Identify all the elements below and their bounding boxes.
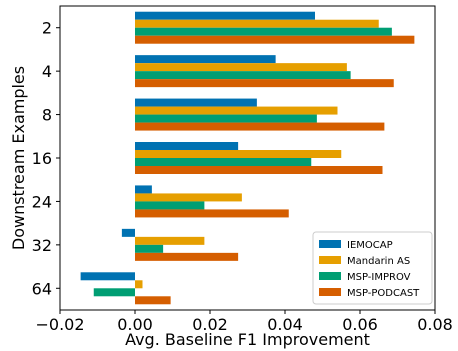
x-axis-ticks: −0.02 0.00 0.02 0.04 0.06 0.08 <box>35 310 453 334</box>
bar-iemocap-2 <box>135 11 315 20</box>
x-axis-label: Avg. Baseline F1 Improvement <box>125 330 370 349</box>
legend-box <box>312 231 433 305</box>
y-tick-label: 24 <box>32 192 52 211</box>
bar-msp-podcast-32 <box>135 252 239 261</box>
bar-msp-podcast-16 <box>135 166 383 174</box>
bar-msp-improv-2 <box>135 27 392 36</box>
x-tick-label: 0.02 <box>192 315 228 334</box>
legend-swatch <box>319 256 341 264</box>
bar-iemocap-16 <box>135 142 239 150</box>
bar-iemocap-4 <box>135 55 276 64</box>
x-tick-label: 0.00 <box>117 315 153 334</box>
bar-mandarin-as-24 <box>135 193 242 202</box>
bar-msp-podcast-24 <box>135 209 289 218</box>
bar-iemocap-8 <box>135 98 257 107</box>
y-axis-label: Downstream Examples <box>9 66 28 250</box>
bar-msp-podcast-2 <box>135 35 415 44</box>
bar-msp-podcast-8 <box>135 122 385 131</box>
legend-entry-label: MSP-PODCAST <box>347 288 420 299</box>
bar-msp-improv-16 <box>135 158 312 166</box>
x-tick-label: −0.02 <box>35 315 84 334</box>
bar-msp-improv-64 <box>93 288 135 297</box>
bar-msp-podcast-4 <box>135 79 394 88</box>
bar-msp-podcast-64 <box>135 296 171 305</box>
legend: IEMOCAP Mandarin AS MSP-IMPROV MSP-PODCAST <box>312 231 433 305</box>
x-tick-label: 0.08 <box>417 315 453 334</box>
legend-entry-label: MSP-IMPROV <box>347 272 411 283</box>
y-tick-label: 2 <box>42 19 52 38</box>
legend-swatch <box>319 240 341 248</box>
bar-mandarin-as-2 <box>135 19 379 28</box>
bar-mandarin-as-32 <box>135 236 205 245</box>
x-tick-label: 0.04 <box>267 315 303 334</box>
y-tick-label: 64 <box>32 279 52 298</box>
legend-swatch <box>319 272 341 280</box>
legend-entry-label: Mandarin AS <box>347 256 410 267</box>
bar-mandarin-as-64 <box>135 280 143 289</box>
bar-mandarin-as-4 <box>135 63 347 72</box>
bar-iemocap-64 <box>80 272 135 281</box>
bar-msp-improv-32 <box>135 244 164 253</box>
bar-msp-improv-4 <box>135 71 351 80</box>
bar-mandarin-as-8 <box>135 106 338 115</box>
bar-iemocap-24 <box>135 185 152 194</box>
y-tick-label: 8 <box>42 106 52 125</box>
x-tick-label: 0.06 <box>342 315 378 334</box>
bar-msp-improv-24 <box>135 201 205 210</box>
y-tick-label: 32 <box>32 236 52 255</box>
bar-mandarin-as-16 <box>135 150 342 158</box>
bars-group <box>80 11 415 305</box>
legend-swatch <box>319 288 341 296</box>
legend-entry-label: IEMOCAP <box>347 240 393 251</box>
bar-iemocap-32 <box>121 228 135 237</box>
y-tick-label: 4 <box>42 62 52 81</box>
bar-msp-improv-8 <box>135 114 317 123</box>
y-tick-label: 16 <box>32 149 52 168</box>
